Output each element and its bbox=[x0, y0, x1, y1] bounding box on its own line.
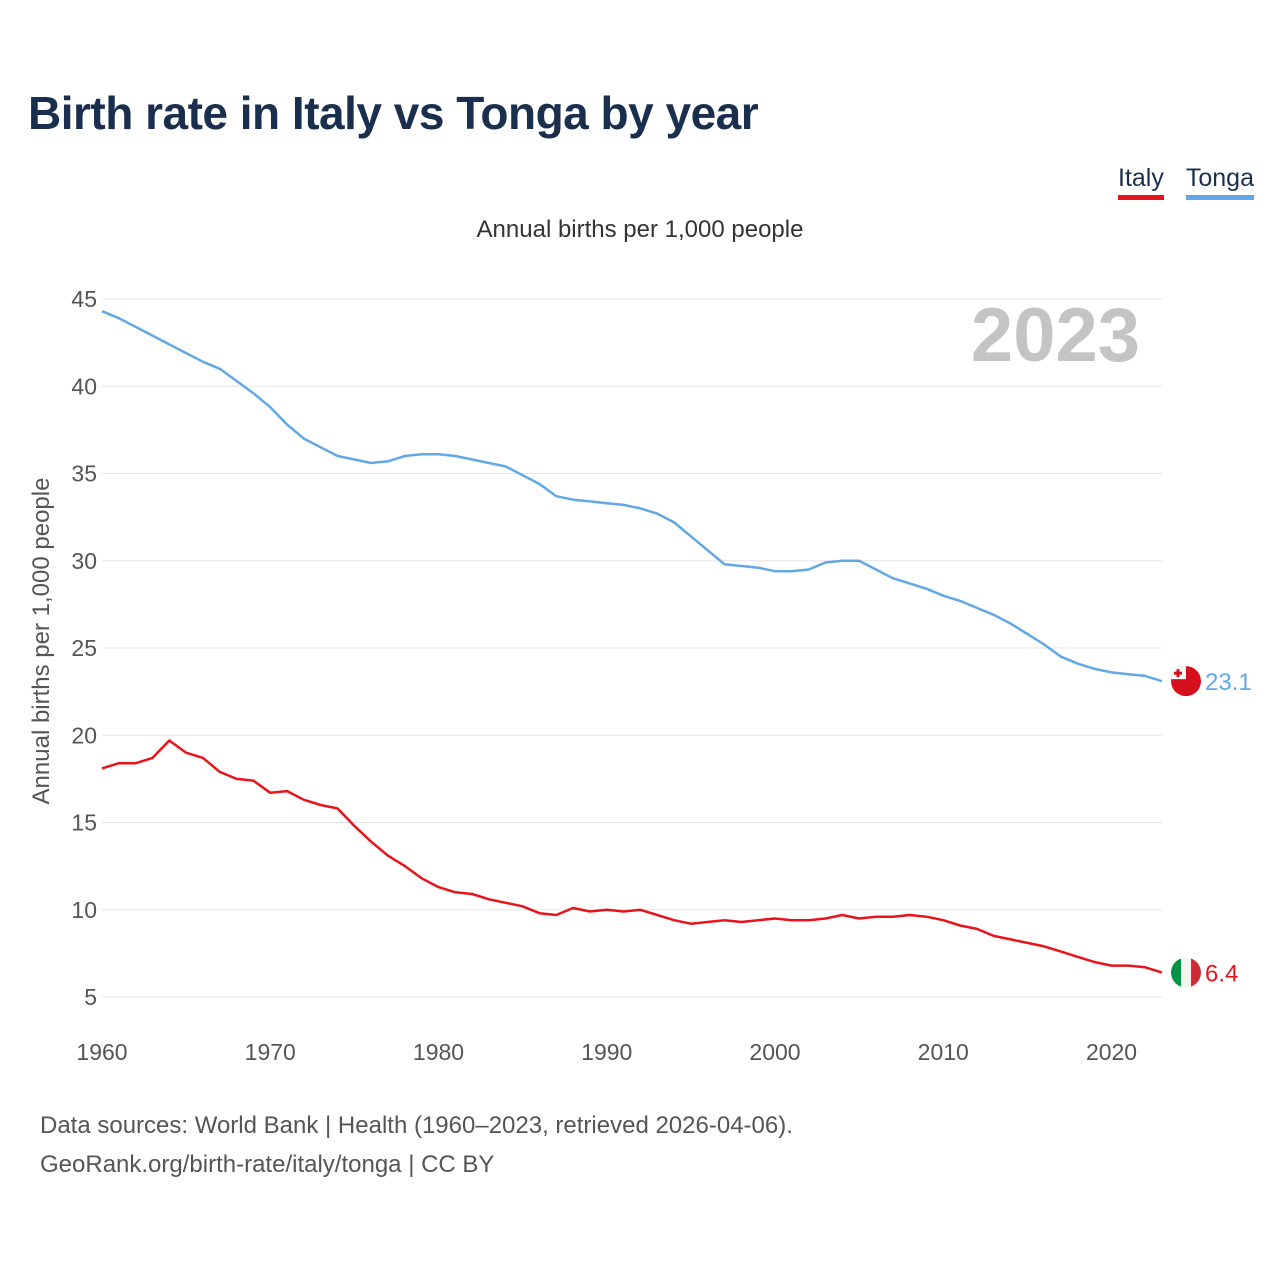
legend: Italy Tonga bbox=[1118, 164, 1254, 200]
flag-italy-green bbox=[1171, 957, 1181, 988]
footer-source: Data sources: World Bank | Health (1960–… bbox=[40, 1112, 793, 1139]
y-tick-label-20: 20 bbox=[71, 722, 97, 748]
y-tick-label-30: 30 bbox=[71, 548, 97, 574]
flag-italy-red bbox=[1191, 957, 1201, 988]
legend-item-tonga[interactable]: Tonga bbox=[1185, 164, 1254, 200]
y-tick-label-15: 15 bbox=[71, 810, 97, 836]
y-tick-label-40: 40 bbox=[71, 373, 97, 399]
y-axis-ticks: 5 10 15 20 25 30 35 40 45 bbox=[71, 286, 97, 1010]
series-line-italy bbox=[101, 739, 1163, 974]
flag-tonga-icon bbox=[1171, 666, 1201, 697]
footer-url[interactable]: GeoRank.org/birth-rate/italy/tonga | CC … bbox=[40, 1151, 495, 1178]
x-tick-label-1970: 1970 bbox=[245, 1039, 296, 1065]
chart-title: Birth rate in Italy vs Tonga by year bbox=[28, 87, 759, 139]
legend-item-italy[interactable]: Italy bbox=[1118, 164, 1164, 200]
flag-italy-white bbox=[1181, 957, 1191, 988]
y-tick-label-35: 35 bbox=[71, 461, 97, 487]
x-tick-label-2010: 2010 bbox=[918, 1039, 969, 1065]
flag-italy-icon bbox=[1171, 957, 1201, 988]
x-tick-label-2020: 2020 bbox=[1086, 1039, 1137, 1065]
year-watermark: 2023 bbox=[971, 293, 1140, 378]
footer: Data sources: World Bank | Health (1960–… bbox=[40, 1106, 793, 1184]
flag-tonga-cross-h bbox=[1174, 671, 1182, 675]
end-label-italy: 6.4 bbox=[1205, 961, 1238, 988]
x-tick-label-1980: 1980 bbox=[413, 1039, 464, 1065]
chart-subtitle: Annual births per 1,000 people bbox=[476, 216, 804, 243]
series-line-tonga bbox=[101, 310, 1163, 683]
y-tick-label-5: 5 bbox=[84, 984, 97, 1010]
end-markers: 6.4 23.1 bbox=[1171, 666, 1252, 988]
y-tick-label-25: 25 bbox=[71, 635, 97, 661]
y-tick-label-45: 45 bbox=[71, 286, 97, 312]
x-axis-ticks: 1960 1970 1980 1990 2000 2010 2020 bbox=[76, 1039, 1137, 1065]
x-tick-label-1960: 1960 bbox=[76, 1039, 127, 1065]
x-tick-label-2000: 2000 bbox=[749, 1039, 800, 1065]
end-label-tonga: 23.1 bbox=[1205, 669, 1252, 696]
data-series bbox=[101, 310, 1163, 974]
gridlines bbox=[102, 298, 1162, 998]
x-tick-label-1990: 1990 bbox=[581, 1039, 632, 1065]
y-tick-label-10: 10 bbox=[71, 897, 97, 923]
